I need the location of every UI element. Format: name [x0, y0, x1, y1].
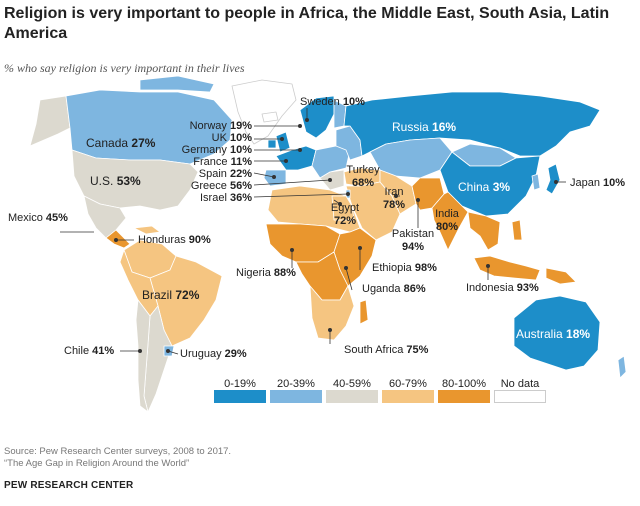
uk-shape — [275, 131, 291, 153]
source-note: Source: Pew Research Center surveys, 200… — [4, 446, 231, 470]
new-guinea-shape — [545, 267, 577, 285]
scandinavia-shape — [299, 95, 335, 139]
label-mexico: Mexico 45% — [8, 212, 68, 224]
arctic-islands-shape — [139, 75, 215, 93]
se-asia-shape — [467, 211, 501, 251]
label-russia: Russia 16% — [392, 120, 457, 134]
legend-label-80-100: 80-100% — [441, 378, 487, 390]
label-japan: Japan 10% — [570, 177, 626, 189]
label-ethiopia: Ethiopia 98% — [372, 262, 437, 274]
label-uruguay: Uruguay 29% — [180, 348, 247, 360]
new-zealand-shape — [617, 355, 627, 379]
legend-swatch-nodata — [494, 390, 546, 403]
iran-shape — [379, 169, 417, 215]
label-brazil: Brazil 72% — [142, 288, 200, 302]
legend-swatch-80-100 — [438, 390, 490, 403]
philippines-shape — [511, 219, 523, 241]
label-nigeria: Nigeria 88% — [236, 267, 296, 279]
label-uganda: Uganda 86% — [362, 283, 426, 295]
source-line-2: “The Age Gap in Religion Around the Worl… — [4, 458, 190, 469]
label-turkey: Turkey 68% — [346, 164, 380, 189]
ireland-shape — [267, 139, 277, 149]
japan-shape — [545, 163, 561, 195]
middle-east-shape — [345, 181, 401, 241]
label-pakistan: Pakistan 94% — [391, 228, 435, 253]
label-china: China 3% — [458, 180, 511, 194]
label-germany: Germany 10% — [181, 144, 252, 156]
iceland-shape — [261, 111, 279, 123]
caribbean-shape — [133, 225, 161, 235]
legend-label-20-39: 20-39% — [277, 378, 315, 390]
label-australia: Australia 18% — [516, 327, 591, 341]
legend-swatch-60-79 — [382, 390, 434, 403]
label-iran: Iran 78% — [382, 186, 406, 211]
finland-shape — [333, 99, 347, 129]
label-egypt: Egypt 72% — [330, 202, 360, 227]
legend-label-nodata: No data — [500, 378, 540, 390]
chile-shape — [135, 299, 151, 413]
label-spain: Spain 22% — [198, 168, 252, 180]
central-america-shape — [105, 229, 131, 249]
footer-credit: PEW RESEARCH CENTER — [4, 480, 134, 491]
label-honduras: Honduras 90% — [138, 234, 211, 246]
label-india: India 80% — [435, 208, 459, 233]
legend-label-40-59: 40-59% — [333, 378, 371, 390]
label-indonesia: Indonesia 93% — [466, 282, 539, 294]
legend-swatch-40-59 — [326, 390, 378, 403]
label-sweden: Sweden 10% — [300, 96, 365, 108]
label-chile: Chile 41% — [64, 345, 115, 357]
southern-africa-shape — [309, 285, 355, 341]
alaska-shape — [29, 95, 71, 147]
label-greece: Greece 56% — [190, 180, 252, 192]
label-south-africa: South Africa 75% — [344, 344, 429, 356]
australia-shape — [513, 295, 601, 371]
label-uk: UK 10% — [211, 132, 252, 144]
label-canada: Canada 27% — [86, 136, 156, 150]
label-israel: Israel 36% — [200, 192, 252, 204]
label-us: U.S. 53% — [90, 174, 141, 188]
india-shape — [431, 191, 469, 251]
madagascar-shape — [359, 299, 369, 325]
legend-label-60-79: 60-79% — [389, 378, 427, 390]
legend-swatch-0-19 — [214, 390, 266, 403]
korea-shape — [531, 173, 541, 191]
map-title: Religion is very important to people in … — [4, 5, 610, 42]
indonesia-shape — [473, 255, 541, 281]
legend-label-0-19: 0-19% — [224, 378, 256, 390]
map-subtitle: % who say religion is very important in … — [4, 61, 245, 75]
label-norway: Norway 19% — [189, 120, 252, 132]
source-line-1: Source: Pew Research Center surveys, 200… — [4, 446, 232, 457]
label-france: France 11% — [193, 156, 252, 168]
legend-swatch-20-39 — [270, 390, 322, 403]
